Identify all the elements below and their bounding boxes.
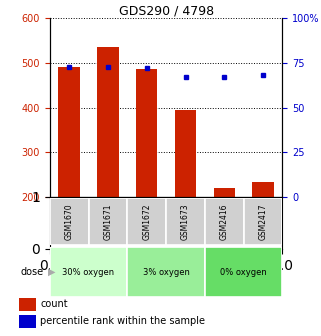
Bar bbox=[89, 198, 127, 245]
Bar bbox=[19, 298, 36, 311]
Text: 3% oxygen: 3% oxygen bbox=[143, 268, 190, 277]
Bar bbox=[205, 247, 282, 297]
Bar bbox=[127, 198, 166, 245]
Text: GSM2416: GSM2416 bbox=[220, 204, 229, 240]
Bar bbox=[205, 198, 244, 245]
Bar bbox=[97, 47, 118, 197]
Text: GSM1670: GSM1670 bbox=[65, 203, 74, 240]
Bar bbox=[175, 110, 196, 197]
Bar bbox=[214, 187, 235, 197]
Bar bbox=[127, 247, 205, 297]
Text: GSM1673: GSM1673 bbox=[181, 203, 190, 240]
Text: GSM1671: GSM1671 bbox=[103, 204, 112, 240]
Bar bbox=[244, 198, 282, 245]
Text: 30% oxygen: 30% oxygen bbox=[63, 268, 115, 277]
Text: GSM2417: GSM2417 bbox=[259, 204, 268, 240]
Text: GSM1672: GSM1672 bbox=[142, 204, 151, 240]
Title: GDS290 / 4798: GDS290 / 4798 bbox=[118, 4, 214, 17]
Text: 0% oxygen: 0% oxygen bbox=[220, 268, 267, 277]
Text: count: count bbox=[40, 299, 68, 309]
Text: dose: dose bbox=[20, 267, 43, 277]
Text: ▶: ▶ bbox=[48, 267, 56, 277]
Bar bbox=[166, 198, 205, 245]
Text: percentile rank within the sample: percentile rank within the sample bbox=[40, 316, 205, 326]
Bar bbox=[50, 247, 127, 297]
Bar bbox=[252, 182, 274, 197]
Bar bbox=[19, 315, 36, 328]
Bar bbox=[58, 68, 80, 197]
Bar bbox=[136, 69, 157, 197]
Bar bbox=[50, 198, 89, 245]
